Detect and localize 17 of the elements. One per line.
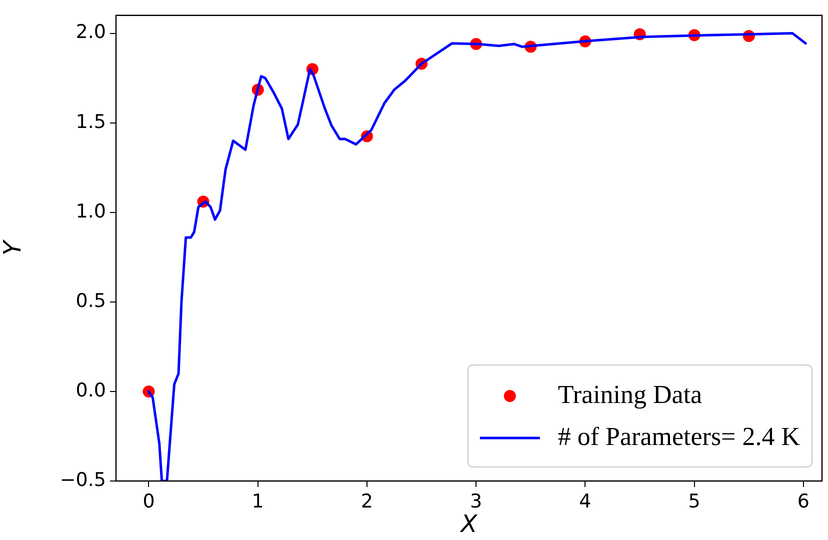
- x-axis-title: X: [458, 510, 478, 538]
- y-tick-label: −0.5: [60, 468, 106, 491]
- x-tick-label: 4: [579, 490, 592, 512]
- x-tick-label: 2: [360, 490, 374, 512]
- legend-label: Training Data: [558, 380, 703, 409]
- x-tick-label: 0: [142, 490, 155, 512]
- y-tick-label: 0.0: [76, 379, 106, 402]
- y-tick-label: 1.5: [76, 110, 106, 133]
- x-tick-label: 5: [688, 490, 700, 512]
- legend-label: # of Parameters= 2.4 K: [558, 422, 800, 451]
- x-tick-label: 3: [470, 490, 482, 512]
- y-tick-label: 0.5: [76, 290, 106, 312]
- y-tick-label: 2.0: [76, 21, 106, 44]
- y-axis-title: Y: [0, 238, 27, 256]
- x-tick-label: 1: [252, 490, 264, 512]
- x-tick-label: 6: [797, 490, 810, 512]
- y-tick-label: 1.0: [76, 200, 106, 222]
